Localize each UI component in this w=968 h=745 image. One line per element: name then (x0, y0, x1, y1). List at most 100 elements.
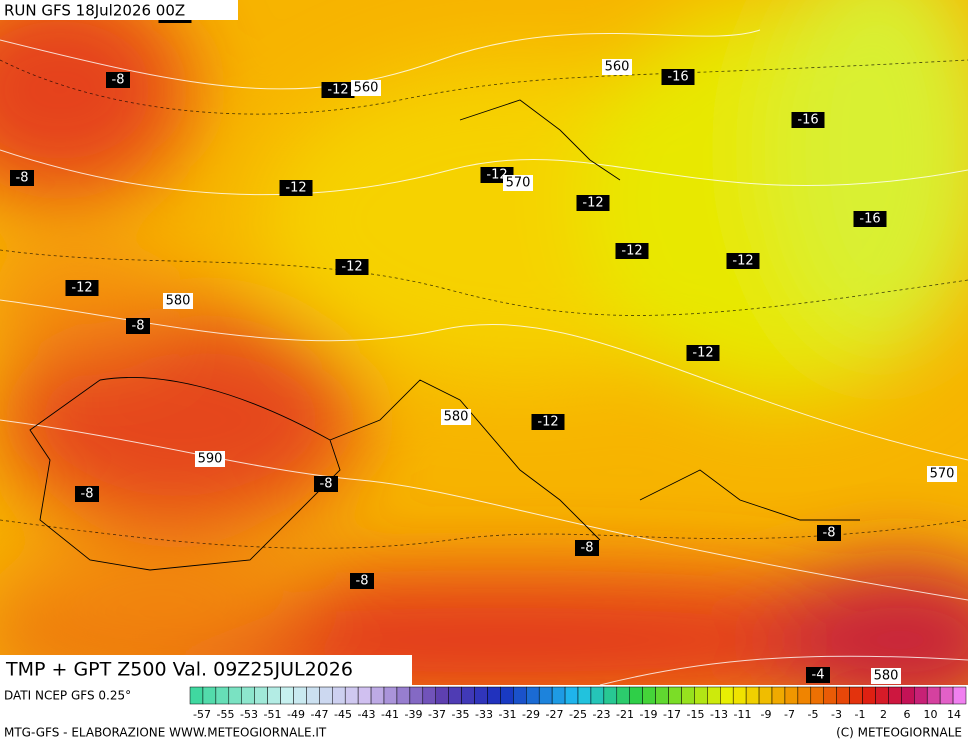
scale-label: -27 (546, 708, 564, 721)
scale-swatch (383, 686, 398, 705)
temperature-label-box (817, 525, 841, 541)
height-label: 560 (354, 81, 379, 96)
temperature-label: -12 (285, 181, 306, 196)
temperature-label: -12 (621, 244, 642, 259)
scale-swatch (875, 686, 889, 705)
scale-swatch (577, 686, 592, 705)
scale-swatch (732, 686, 747, 705)
scale-label: -7 (784, 708, 795, 721)
scale-swatch (293, 686, 307, 705)
scale-label: -1 (855, 708, 866, 721)
scale-label: -25 (569, 708, 587, 721)
scale-label: 14 (947, 708, 961, 721)
scale-swatch (332, 686, 346, 705)
temperature-label-box (106, 72, 130, 88)
scale-label: -43 (358, 708, 376, 721)
temperature-label-box (853, 211, 887, 227)
scale-swatch (771, 686, 786, 705)
scale-label: -45 (334, 708, 352, 721)
scale-label: -55 (217, 708, 235, 721)
height-label-box (927, 466, 957, 482)
scale-swatch (694, 686, 708, 705)
scale-label: -39 (405, 708, 423, 721)
scale-swatch (538, 686, 553, 705)
scale-label: -19 (640, 708, 658, 721)
height-label-box (503, 175, 533, 191)
scale-swatch (409, 686, 424, 705)
temperature-label: -8 (81, 487, 94, 502)
scale-label: -41 (381, 708, 399, 721)
temperature-label-box (335, 259, 369, 275)
temperature-label: -12 (537, 415, 558, 430)
temperature-label-box (726, 253, 760, 269)
scale-label: -9 (761, 708, 772, 721)
scale-swatch (758, 686, 773, 705)
scale-swatch (939, 686, 954, 705)
scale-swatch (655, 686, 669, 705)
temperature-label: -8 (320, 477, 333, 492)
temperature-label-box (321, 82, 355, 98)
temperature-label: -16 (797, 113, 818, 128)
source: DATI NCEP GFS 0.25° (4, 689, 131, 703)
temperature-label-box (615, 243, 649, 259)
temperature-label: -12 (486, 168, 507, 183)
height-label: 580 (166, 294, 191, 309)
scale-swatch (526, 686, 540, 705)
temperature-label-box (806, 667, 830, 683)
scale-swatch (189, 686, 204, 705)
scale-swatch (952, 686, 967, 705)
height-label: 570 (506, 176, 531, 191)
scale-swatch (280, 686, 294, 705)
scale-swatch (422, 686, 436, 705)
temperature-label-box (661, 69, 695, 85)
temperature-label: -8 (823, 526, 836, 541)
height-label: 590 (198, 452, 223, 467)
scale-swatch (707, 686, 721, 705)
map-field (0, 0, 968, 685)
scale-swatch (745, 686, 760, 705)
scale-swatch (254, 686, 268, 705)
scale-swatch (681, 686, 695, 705)
scale-swatch (344, 686, 359, 705)
temperature-label: -4 (812, 668, 825, 683)
scale-label: -31 (499, 708, 517, 721)
credit-right: (C) METEOGIORNALE (836, 726, 962, 740)
scale-swatch (823, 686, 837, 705)
contour-labels: -12 -8 -12 -16 -16 -8 -12 -12 -12 -16 -12 -12 -12 -12… (10, 7, 957, 684)
scale-swatch (616, 686, 630, 705)
height-label-box (163, 293, 193, 309)
scale-label: -17 (663, 708, 681, 721)
temperature-label: -16 (859, 212, 880, 227)
scale-swatch (228, 686, 242, 705)
scale-swatch (668, 686, 682, 705)
scale-swatch (629, 686, 643, 705)
scale-label: -37 (428, 708, 446, 721)
scale-swatch (202, 686, 217, 705)
map-title: TMP + GPT Z500 Val. 09Z25JUL2026 (5, 659, 353, 681)
scale-swatch (513, 686, 527, 705)
scale-label: -11 (734, 708, 752, 721)
height-label-box (441, 409, 471, 425)
scale-label: 6 (904, 708, 911, 721)
scale-swatch (914, 686, 928, 705)
temperature-label: -16 (667, 70, 688, 85)
scale-swatch (267, 686, 281, 705)
scale-label: -3 (831, 708, 842, 721)
temperature-label: -8 (112, 73, 125, 88)
scale-swatch (642, 686, 656, 705)
height-label-box (602, 59, 632, 75)
temperature-label-box (686, 345, 720, 361)
temperature-label-box (576, 195, 610, 211)
scale-swatch (797, 686, 812, 705)
scale-label: -47 (311, 708, 329, 721)
scale-swatch (435, 686, 449, 705)
temperature-label-box (531, 414, 565, 430)
scale-swatch (487, 686, 501, 705)
temperature-label-box (575, 540, 599, 556)
temperature-label-box (10, 170, 34, 186)
height-label: 580 (874, 669, 899, 684)
scale-swatch (784, 686, 799, 705)
scale-label: -15 (687, 708, 705, 721)
temperature-label-box (279, 180, 313, 196)
